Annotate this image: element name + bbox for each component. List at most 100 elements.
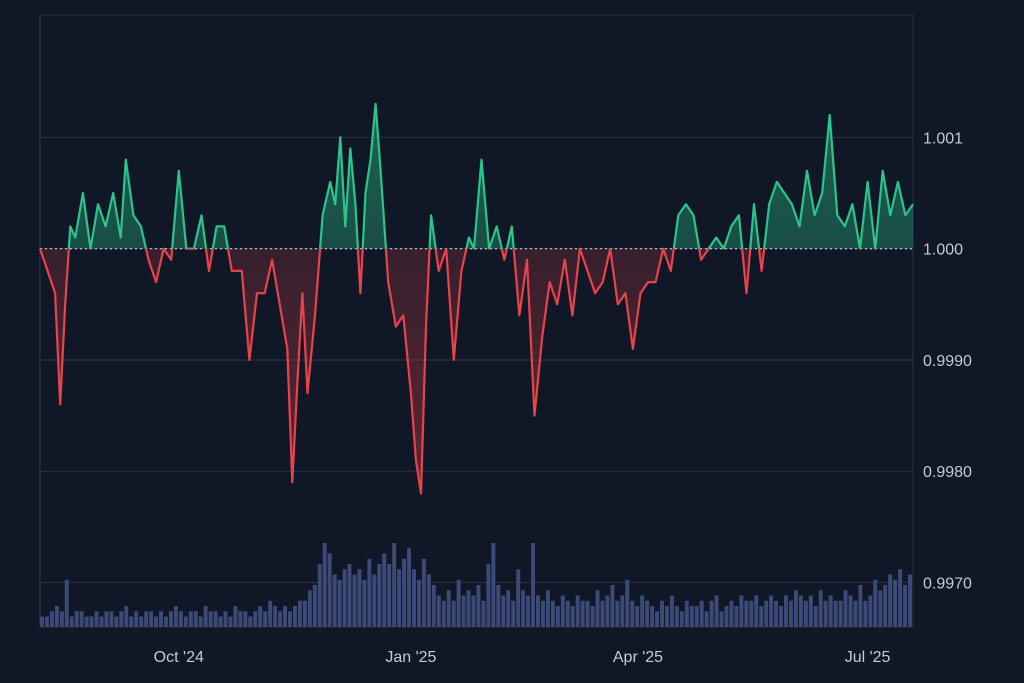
x-tick-label: Oct '24 [154,649,204,666]
volume-bar [273,606,278,627]
volume-bar [372,574,377,627]
volume-bar [833,600,838,627]
volume-bar [288,611,292,627]
volume-bar [302,600,307,627]
volume-bar [49,611,54,627]
volume-bar [818,590,823,627]
volume-bar [223,611,228,627]
volume-bar [99,616,104,627]
volume-bar [332,574,337,627]
volume-bar [139,616,144,627]
volume-bar [178,611,183,627]
volume-bar [813,606,818,627]
volume-bar [476,585,481,627]
volume-bar [149,611,154,627]
volume-bar [436,595,441,627]
volume-bar [352,574,357,627]
volume-bar [119,611,124,627]
volume-bar [521,590,526,627]
volume-bar [144,611,149,627]
x-axis-ticks: Oct '24 Jan '25 Apr '25 Jul '25 [154,649,891,666]
volume-bar [873,579,878,627]
volume-bar [129,616,134,627]
volume-bar [664,606,669,627]
volume-bar [506,590,511,627]
volume-bar [486,564,491,627]
volume-bar [402,558,407,627]
volume-bar [183,616,188,627]
volume-bar [412,569,416,627]
volume-bar [570,606,575,627]
volume-bar [808,595,813,627]
volume-bar [749,600,754,627]
volume-bar [595,590,600,627]
volume-bar [327,553,332,627]
y-tick-label: 0.9980 [923,464,972,481]
volume-bar [481,600,486,627]
area-fill [40,104,913,494]
volume-bar [674,606,679,627]
volume-bar [218,616,223,627]
volume-bar [114,616,119,627]
volume-bar [317,564,322,627]
volume-bar [863,600,868,627]
volume-bar [848,595,853,627]
volume-bar [545,590,550,627]
volume-bar [233,606,238,627]
volume-bar [501,595,506,627]
y-axis-ticks: 1.001 1.000 0.9990 0.9980 0.9970 [923,130,972,592]
y-tick-label: 0.9990 [923,353,972,370]
volume-bar [44,616,49,627]
y-tick-label: 1.001 [923,130,963,147]
volume-bar [94,611,99,627]
volume-bar [382,553,387,627]
price-line-up [40,102,914,249]
volume-bar [679,611,684,627]
volume-bar [744,600,749,627]
volume-bar [471,595,476,627]
volume-bar [40,616,44,627]
volume-bar [803,600,808,627]
volume-bar [734,606,739,627]
volume-bar [605,595,610,627]
volume-bar [536,595,540,627]
volume-bar [779,606,784,627]
volume-bar [441,600,446,627]
volume-bar [550,600,555,627]
volume-bar [615,600,620,627]
volume-bar [451,600,456,627]
volume-bar [590,606,595,627]
volume-bar [164,616,168,627]
volume-bar [407,548,412,627]
x-tick-label: Jan '25 [385,649,436,666]
volume-bar [124,606,129,627]
volume-bar [838,600,843,627]
volume-bar [168,611,173,627]
volume-bar [689,606,694,627]
volume-bar [258,606,263,627]
volume-bar [104,611,109,627]
volume-bar [625,579,630,627]
volume-bar [694,606,699,627]
price-line-down [38,248,877,495]
volume-bar [858,585,863,627]
volume-bar [342,569,347,627]
volume-bar [208,611,213,627]
volume-bar [312,585,317,627]
volume-bar [645,600,650,627]
volume-bar [377,564,382,627]
volume-bar [357,569,362,627]
volume-bar [362,579,367,627]
y-tick-label: 1.000 [923,242,963,259]
volume-bar [496,585,501,627]
volume-bar [580,600,585,627]
volume-bar [446,590,451,627]
volume-bar [491,543,496,627]
volume-bar [898,569,903,627]
volume-bar [630,600,635,627]
volume-bar [109,611,114,627]
volume-bar [387,564,392,627]
area-below-baseline [40,248,913,494]
volume-bar [134,611,139,627]
